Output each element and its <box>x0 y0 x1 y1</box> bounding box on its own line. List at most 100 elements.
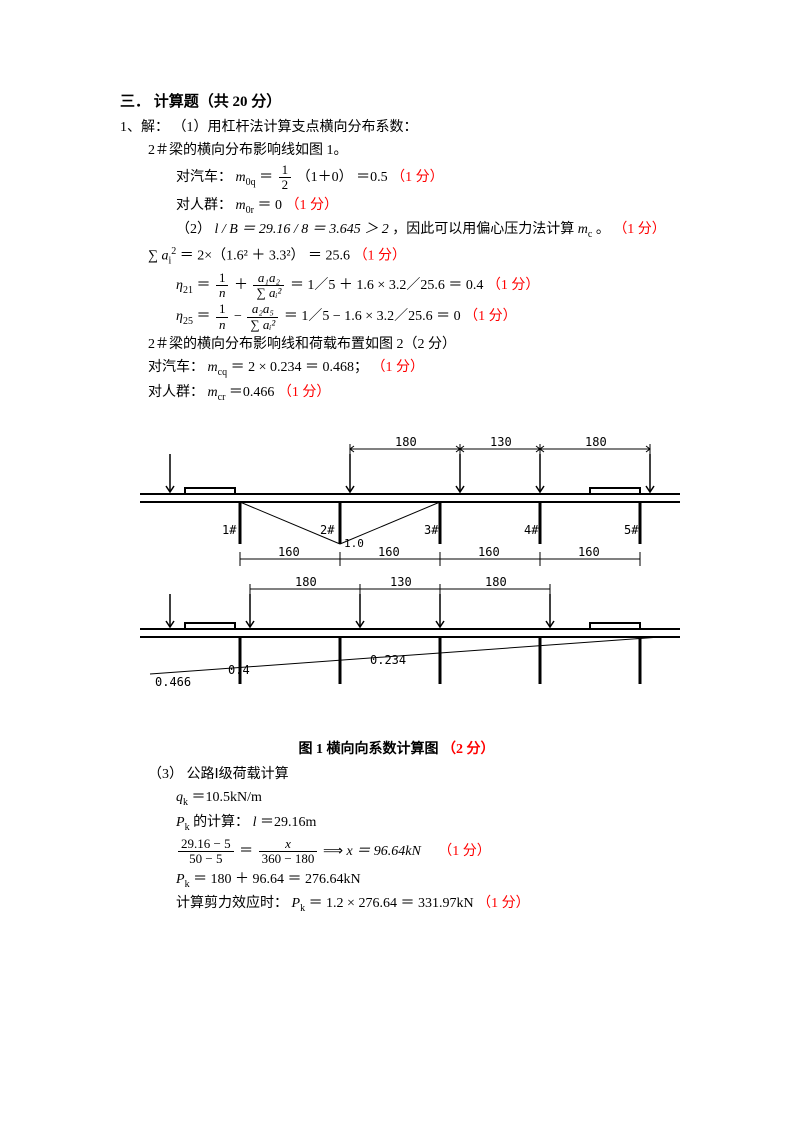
eta25-tail: ＝ 1／5 − 1.6 × 3.2／25.6 ＝ 0 <box>284 309 461 324</box>
m0q-var: m <box>236 170 246 185</box>
eq: ＝ <box>259 170 277 185</box>
sec3-title: （3） 公路Ⅰ级荷载计算 <box>120 764 673 785</box>
line-2: 2＃梁的横向分布影响线如图 1。 <box>120 140 673 161</box>
shear-label: 计算剪力效应时： <box>176 896 292 911</box>
line-shear: 计算剪力效应时： Pk ＝ 1.2 × 276.64 ＝ 331.97kN （1… <box>120 893 673 916</box>
p3b: ，因此可以用偏心压力法计算 <box>392 222 578 237</box>
mcq-label: 对汽车： <box>148 360 208 375</box>
pk-var-1: P <box>176 815 185 830</box>
m0q-tail: （1＋0） ＝0.5 <box>297 170 388 185</box>
frac-1n-a: 1 n <box>216 271 229 301</box>
point-3: （1 分） <box>613 222 666 237</box>
num: 29.16 − 5 <box>178 837 234 852</box>
point-7: （1 分） <box>371 360 424 375</box>
minus-1: − <box>234 309 245 324</box>
point-4: （1 分） <box>354 249 407 264</box>
car-label: 对汽车： <box>176 170 232 185</box>
point-2: （1 分） <box>285 198 338 213</box>
line-lb: （2） l / B ＝ 29.16 / 8 ＝ 3.645 ＞ 2 ，因此可以用… <box>120 219 673 242</box>
ai-sup: 2 <box>171 246 176 257</box>
caption-points: （2 分） <box>442 742 495 757</box>
eta25-sub: 25 <box>183 316 193 327</box>
line-pkcalc: Pk 的计算： l ＝29.16m <box>120 812 673 835</box>
line-eta25: η25 ＝ 1 n − a₂a₅ ∑ aᵢ² ＝ 1／5 − 1.6 × 3.2… <box>120 302 673 332</box>
beam-4: 4# <box>524 523 539 537</box>
ai-sub: i <box>168 256 171 267</box>
dim2-180a: 180 <box>295 575 317 589</box>
lb-expr: l / B ＝ 29.16 / 8 ＝ 3.645 ＞ 2 <box>215 222 389 237</box>
dim-130: 130 <box>490 435 512 449</box>
frac-a2a5: a₂a₅ ∑ aᵢ² <box>247 302 278 332</box>
mcq-tail: ＝ 2 × 0.234 ＝ 0.468； <box>231 360 372 375</box>
bdim-1: 160 <box>278 545 300 559</box>
mcq-sub: cq <box>218 367 227 378</box>
frac-big-1: 29.16 − 5 50 − 5 <box>178 837 234 867</box>
frac-den: 2 <box>279 178 292 192</box>
num: a₂a₅ <box>247 302 278 317</box>
eta21-sub: 21 <box>183 284 193 295</box>
dim2-180b: 180 <box>485 575 507 589</box>
frac-half: 1 2 <box>279 163 292 193</box>
point-10: （1 分） <box>477 896 530 911</box>
m0q-sub: 0q <box>246 177 256 188</box>
frac-big-2: x 360 − 180 <box>259 837 318 867</box>
line-mcr: 对人群： mcr ＝0.466 （1 分） <box>120 382 673 405</box>
pk-calc-label: 的计算： <box>193 815 253 830</box>
eq-2: ＝ <box>196 309 214 324</box>
mcq-var: m <box>208 360 218 375</box>
plus-1: ＋ <box>234 278 252 293</box>
pk-sub-1: k <box>185 822 190 833</box>
bdim-2: 160 <box>378 545 400 559</box>
dim-180a: 180 <box>395 435 417 449</box>
num: 1 <box>216 271 229 286</box>
line-mcq: 对汽车： mcq ＝ 2 × 0.234 ＝ 0.468； （1 分） <box>120 357 673 380</box>
pk-sub-3: k <box>300 903 305 914</box>
val-0466: 0.466 <box>155 675 191 689</box>
big-eq: ＝ <box>239 844 257 859</box>
den: 50 − 5 <box>178 852 234 866</box>
p3a: （2） <box>176 222 215 237</box>
line-fig2: 2＃梁的横向分布影响线和荷载布置如图 2（2 分） <box>120 334 673 355</box>
m0r-sub: 0r <box>246 204 254 215</box>
figure-1: 180 130 180 <box>120 434 673 758</box>
beam-1: 1# <box>222 523 237 537</box>
den: n <box>216 318 229 332</box>
point-1: （1 分） <box>391 170 444 185</box>
eq-1: ＝ <box>196 278 214 293</box>
bdim-3: 160 <box>478 545 500 559</box>
l-tail: ＝29.16m <box>260 815 316 830</box>
pk-var-3: P <box>292 896 301 911</box>
den: 360 − 180 <box>259 852 318 866</box>
arrow: ⟹ <box>323 844 347 859</box>
p3c: 。 <box>596 222 614 237</box>
mcr-var: m <box>208 385 218 400</box>
line-eta21: η21 ＝ 1 n ＋ a₁a₂ ∑ aᵢ² ＝ 1／5 ＋ 1.6 × 3.2… <box>120 271 673 301</box>
pk-var-2: P <box>176 872 185 887</box>
eta21-var: η <box>176 278 183 293</box>
mc-sub: c <box>588 229 592 240</box>
den: ∑ aᵢ² <box>253 286 284 300</box>
pk-shear: ＝ 1.2 × 276.64 ＝ 331.97kN <box>309 896 478 911</box>
point-6: （1 分） <box>464 309 517 324</box>
mcr-label: 对人群： <box>148 385 208 400</box>
mcr-tail: ＝0.466 <box>229 385 275 400</box>
figure-caption: 图 1 横向向系数计算图 （2 分） <box>120 738 673 758</box>
dim-180b: 180 <box>585 435 607 449</box>
frac-a1a2: a₁a₂ ∑ aᵢ² <box>253 271 284 301</box>
l-var: l <box>253 815 257 830</box>
crowd-label: 对人群： <box>176 198 232 213</box>
sum-tail: ＝ 2×（1.6² ＋ 3.3²） ＝ 25.6 <box>180 249 350 264</box>
frac-1n-b: 1 n <box>216 302 229 332</box>
pk-sub-2: k <box>185 878 190 889</box>
one-label: 1.0 <box>344 537 364 550</box>
point-5: （1 分） <box>487 278 540 293</box>
num: a₁a₂ <box>253 271 284 286</box>
sum-sym: ∑ <box>148 249 158 264</box>
beam-3: 3# <box>424 523 439 537</box>
mcr-sub: cr <box>218 391 226 402</box>
frac-num: 1 <box>279 163 292 178</box>
qk-var: q <box>176 790 183 805</box>
line-m0q: 对汽车： m0q ＝ 1 2 （1＋0） ＝0.5 （1 分） <box>120 163 673 193</box>
qk-sub: k <box>183 797 188 808</box>
beam-2: 2# <box>320 523 335 537</box>
